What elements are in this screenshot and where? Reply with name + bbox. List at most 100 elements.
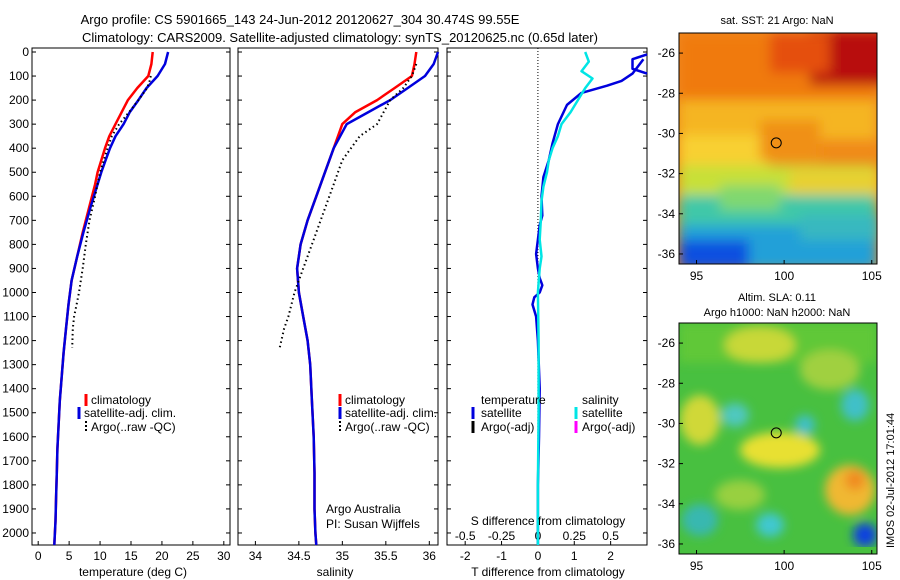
legend-label-temp-argo: Argo(-adj)	[481, 420, 534, 434]
legend-title-temperature: temperature	[481, 393, 546, 407]
x-tick-label: 5	[66, 549, 73, 563]
map-x-tick-label: 95	[690, 269, 704, 283]
temperature-chart: 0 5 10 15 20 25 300100200300400500600700800900…	[2, 45, 231, 563]
legend-label-argo: Argo(..raw -QC)	[91, 420, 176, 434]
y-tick-label: 1600	[2, 430, 29, 444]
y-tick-label: 200	[9, 93, 29, 107]
x-tick-label: 2	[607, 549, 614, 563]
map-y-tick-label: -32	[658, 167, 676, 181]
x-tick-label: 35	[336, 549, 350, 563]
salinity-axis-label: salinity	[317, 565, 354, 579]
temperature-plot-frame	[31, 47, 231, 546]
legend-label-sal-argo: Argo(-adj)	[582, 420, 635, 434]
map-y-tick-label: -30	[658, 416, 676, 430]
x-tick-label: -1	[496, 549, 507, 563]
y-tick-label: 1000	[2, 285, 29, 299]
map-x-tick-label: 105	[862, 559, 882, 573]
x-tick-label: 30	[217, 549, 231, 563]
series-line	[536, 51, 594, 545]
y-tick-label: 1800	[2, 478, 29, 492]
sst-map-frame	[678, 32, 878, 265]
legend-label-climatology: climatology	[91, 393, 151, 407]
legend-label-climatology: climatology	[345, 393, 405, 407]
s-tick-label: -0.25	[488, 529, 516, 543]
map-y-tick-label: -36	[658, 537, 676, 551]
difference-plot-frame	[446, 47, 648, 546]
map-y-tick-label: -34	[658, 207, 676, 221]
sla-argo-location-marker	[770, 427, 782, 439]
t-difference-axis-label: T difference from climatology	[471, 565, 625, 579]
sla-map-image	[679, 323, 877, 554]
sst-map-title: sat. SST: 21 Argo: NaN	[720, 15, 833, 27]
series-line	[295, 51, 440, 546]
map-y-tick-label: -30	[658, 126, 676, 140]
y-tick-label: 300	[9, 117, 29, 131]
legend-title-salinity: salinity	[582, 393, 619, 407]
map-x-tick-label: 95	[690, 559, 704, 573]
y-tick-label: 100	[9, 69, 29, 83]
temperature-axis-label: temperature (deg C)	[79, 565, 187, 579]
map-y-tick-label: -32	[658, 457, 676, 471]
map-x-tick-label: 100	[774, 269, 794, 283]
x-tick-label: -2	[460, 549, 471, 563]
map-x-tick-label: 100	[774, 559, 794, 573]
y-tick-label: 1700	[2, 454, 29, 468]
sla-map-frame	[678, 322, 878, 555]
difference-legend: temperature salinity satellite Argo(-adj…	[471, 393, 636, 528]
y-tick-label: 600	[9, 189, 29, 203]
x-tick-label: 35.5	[374, 549, 398, 563]
y-tick-label: 0	[22, 45, 29, 59]
s-difference-label: S difference from climatology	[471, 514, 626, 528]
y-tick-label: 800	[9, 237, 29, 251]
salinity-chart: 34 34.5 35 35.5 36	[238, 51, 440, 563]
x-tick-label: 25	[186, 549, 200, 563]
s-tick-label: 0.5	[602, 529, 619, 543]
x-tick-label: 34	[249, 549, 263, 563]
y-tick-label: 400	[9, 141, 29, 155]
sla-map-title-line1: Altim. SLA: 0.11	[738, 292, 816, 304]
series-line	[531, 58, 645, 545]
map-y-tick-label: -26	[658, 336, 676, 350]
legend-label-satellite: satellite-adj. clim.	[84, 406, 176, 420]
annotation-argo-australia: Argo Australia	[326, 502, 401, 516]
salinity-legend: climatology satellite-adj. clim. Argo(..…	[326, 393, 437, 531]
x-tick-label: 0	[35, 549, 42, 563]
x-tick-label: 10	[93, 549, 107, 563]
series-line	[631, 53, 648, 75]
salinity-plot-frame	[237, 47, 439, 546]
x-tick-label: 34.5	[287, 549, 311, 563]
legend-label-sal-satellite: satellite	[582, 406, 623, 420]
annotation-pi: PI: Susan Wijffels	[326, 517, 420, 531]
x-tick-label: 20	[155, 549, 169, 563]
y-tick-label: 700	[9, 213, 29, 227]
sla-map-axes: 95 100 105 -26 -28 -30 -32 -34 -36	[658, 336, 882, 573]
series-line	[71, 75, 152, 348]
legend-label-temp-satellite: satellite	[481, 406, 522, 420]
y-tick-label: 1900	[2, 502, 29, 516]
sla-map-title-line2: Argo h1000: NaN h2000: NaN	[704, 307, 851, 319]
x-tick-label: 1	[571, 549, 578, 563]
temperature-legend: climatology satellite-adj. clim. Argo(..…	[77, 393, 176, 434]
x-tick-label: 15	[124, 549, 138, 563]
imos-timestamp: IMOS 02-Jul-2012 17:01:44	[885, 413, 897, 548]
map-x-tick-label: 105	[862, 269, 882, 283]
series-line	[278, 63, 418, 349]
s-tick-label: -0.5	[455, 529, 476, 543]
y-tick-label: 900	[9, 261, 29, 275]
y-tick-label: 1100	[3, 310, 29, 324]
y-tick-label: 500	[9, 165, 29, 179]
y-tick-label: 1300	[2, 358, 29, 372]
map-y-tick-label: -36	[658, 247, 676, 261]
y-tick-label: 1400	[2, 382, 29, 396]
map-y-tick-label: -34	[658, 497, 676, 511]
map-y-tick-label: -28	[658, 376, 676, 390]
map-y-tick-label: -26	[658, 46, 676, 60]
x-tick-label: 0	[535, 549, 542, 563]
sst-map-axes: 95 100 105 -26 -28 -30 -32 -34 -36	[658, 46, 882, 283]
figure-title-line2: Climatology: CARS2009. Satellite-adjuste…	[82, 30, 598, 45]
figure-title-line1: Argo profile: CS 5901665_143 24-Jun-2012…	[81, 12, 520, 27]
legend-label-satellite: satellite-adj. clim.	[345, 406, 437, 420]
y-tick-label: 1500	[2, 406, 29, 420]
difference-chart: -2 -1 0 1 2-0.5 -0.25 0 0.25 0.5	[447, 48, 648, 563]
